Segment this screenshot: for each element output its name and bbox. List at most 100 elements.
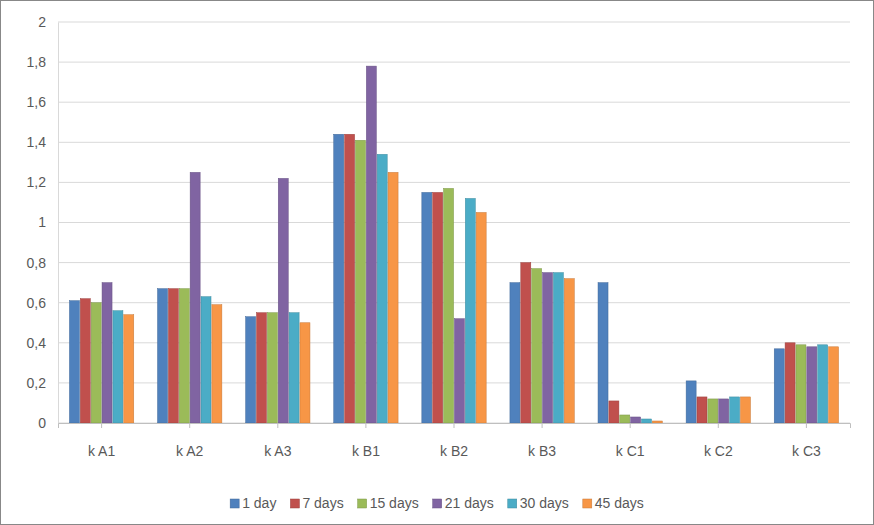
- y-tick-label: 0,6: [27, 295, 47, 311]
- y-tick: 0: [38, 415, 58, 431]
- x-tick-mark: [454, 423, 455, 428]
- grid-line: [58, 62, 850, 63]
- bar: [818, 345, 828, 423]
- x-tick: k B3: [528, 423, 556, 459]
- grid-line: [58, 102, 850, 103]
- y-tick: 1,6: [27, 94, 58, 110]
- y-tick: 0,2: [27, 375, 58, 391]
- bar: [69, 301, 79, 423]
- grid-line: [58, 182, 850, 183]
- x-tick-label: k A1: [88, 443, 115, 459]
- x-tick-mark: [189, 423, 190, 428]
- legend-label: 30 days: [520, 495, 569, 511]
- y-tick-label: 1,2: [27, 174, 47, 190]
- bar: [433, 192, 443, 423]
- x-tick: k B2: [440, 423, 468, 459]
- bar: [345, 134, 355, 423]
- bar: [454, 319, 464, 423]
- x-tick: k B1: [352, 423, 380, 459]
- bar: [631, 417, 641, 423]
- bar: [543, 273, 553, 423]
- legend-item: 21 days: [433, 495, 494, 511]
- legend-swatch: [358, 499, 367, 508]
- x-tick-mark: [277, 423, 278, 428]
- bar: [257, 313, 267, 423]
- y-tick: 2: [38, 14, 58, 30]
- x-tick-mark: [630, 423, 631, 428]
- legend-swatch: [290, 499, 299, 508]
- y-tick: 1: [38, 214, 58, 230]
- bar: [521, 263, 531, 423]
- legend-label: 21 days: [445, 495, 494, 511]
- bar: [774, 349, 784, 423]
- legend-label: 7 days: [302, 495, 343, 511]
- y-tick: 1,2: [27, 174, 58, 190]
- bars: [69, 66, 838, 423]
- y-tick-label: 1: [38, 214, 46, 230]
- bar: [532, 269, 542, 423]
- bar: [785, 343, 795, 423]
- x-tick-label: k B1: [352, 443, 380, 459]
- x-tick: k C3: [792, 423, 821, 459]
- legend-swatch: [230, 499, 239, 508]
- series: [124, 172, 839, 423]
- x-tick: k A3: [264, 423, 291, 459]
- x-tick-label: k C3: [792, 443, 821, 459]
- x-tick-label: k B3: [528, 443, 556, 459]
- series: [102, 66, 817, 423]
- legend-item: 7 days: [290, 495, 343, 511]
- y-axis: 0 0,2 0,4 0,6 0,8 1 1,2 1,4 1,6 1,8 2: [27, 14, 59, 431]
- x-tick-label: k C1: [616, 443, 645, 459]
- y-axis-line: [58, 23, 59, 424]
- bar: [355, 140, 365, 423]
- bar: [686, 381, 696, 423]
- y-tick-label: 0,8: [27, 255, 47, 271]
- bar: [113, 311, 123, 423]
- y-tick: 1,8: [27, 54, 58, 70]
- y-tick: 0,4: [27, 335, 58, 351]
- y-tick: 1,4: [27, 134, 58, 150]
- bar: [246, 317, 256, 423]
- bar: [212, 305, 222, 423]
- bar: [829, 347, 839, 423]
- legend-label: 15 days: [370, 495, 419, 511]
- x-axis-line: [59, 424, 851, 429]
- bar: [609, 401, 619, 423]
- bar: [422, 192, 432, 423]
- y-tick-label: 1,6: [27, 94, 47, 110]
- grid-line: [58, 222, 850, 223]
- bar: [641, 419, 651, 423]
- bar: [278, 178, 288, 423]
- legend-item: 30 days: [508, 495, 569, 511]
- bar: [465, 198, 475, 423]
- grid: [58, 22, 850, 423]
- y-tick-label: 2: [38, 14, 46, 30]
- x-tick-mark: [718, 423, 719, 428]
- bar: [652, 421, 662, 423]
- x-tick: k C2: [704, 423, 733, 459]
- grid-line: [58, 22, 850, 23]
- x-tick-mark: [806, 423, 807, 428]
- legend-swatch: [508, 499, 517, 508]
- bar: [91, 303, 101, 423]
- x-tick-mark: [542, 423, 543, 428]
- plot: 0 0,2 0,4 0,6 0,8 1 1,2 1,4 1,6 1,8 2 k A1 k A2 k A3 k…: [27, 14, 851, 459]
- bar: [168, 289, 178, 423]
- bar: [179, 289, 189, 423]
- bar: [620, 415, 630, 423]
- bar: [807, 347, 817, 423]
- bar: [124, 315, 134, 423]
- y-tick: 0,6: [27, 295, 58, 311]
- x-tick-label: k A3: [264, 443, 291, 459]
- bar: [697, 397, 707, 423]
- series: [80, 134, 795, 423]
- grid-line: [58, 262, 850, 263]
- series: [69, 134, 784, 423]
- bar: [377, 154, 387, 423]
- bar: [289, 313, 299, 423]
- x-tick-label: k A2: [176, 443, 203, 459]
- x-tick-label: k C2: [704, 443, 733, 459]
- y-tick: 0,8: [27, 255, 58, 271]
- bar: [740, 397, 750, 423]
- frame: [1, 1, 874, 525]
